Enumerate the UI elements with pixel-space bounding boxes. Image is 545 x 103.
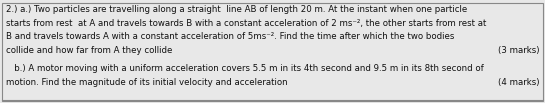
Text: B and travels towards A with a constant acceleration of 5ms⁻². Find the time aft: B and travels towards A with a constant … [6,32,455,41]
Text: starts from rest  at A and travels towards B with a constant acceleration of 2 m: starts from rest at A and travels toward… [6,19,486,28]
Text: collide and how far from A they collide: collide and how far from A they collide [6,46,172,54]
Text: (3 marks): (3 marks) [499,46,540,54]
Text: 2.) a.) Two particles are travelling along a straight  line AB of length 20 m. A: 2.) a.) Two particles are travelling alo… [6,5,467,14]
Text: (4 marks): (4 marks) [499,78,540,87]
Text: b.) A motor moving with a uniform acceleration covers 5.5 m in its 4th second an: b.) A motor moving with a uniform accele… [6,64,484,73]
Text: motion. Find the magnitude of its initial velocity and acceleration: motion. Find the magnitude of its initia… [6,78,288,87]
